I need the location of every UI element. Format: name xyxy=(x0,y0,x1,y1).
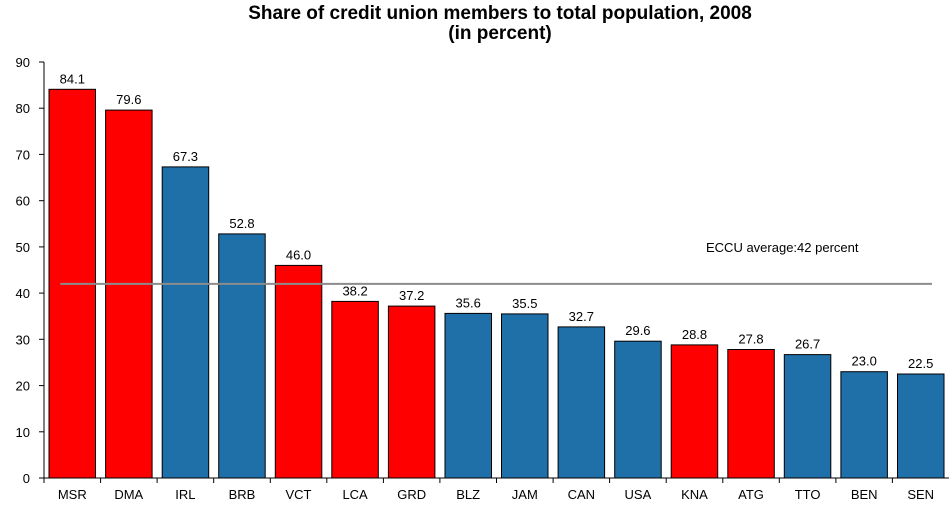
bar-irl xyxy=(161,166,210,479)
value-label-dma: 79.6 xyxy=(116,92,141,107)
y-tick-label-50: 50 xyxy=(16,240,30,255)
x-tick-label-ben: BEN xyxy=(851,487,878,502)
y-tick-label-80: 80 xyxy=(16,101,30,116)
value-label-vct: 46.0 xyxy=(286,247,311,262)
reference-line-label: ECCU average:42 percent xyxy=(706,240,859,255)
x-tick-label-lca: LCA xyxy=(342,487,368,502)
value-label-usa: 29.6 xyxy=(625,323,650,338)
x-tick-label-msr: MSR xyxy=(58,487,87,502)
x-tick-label-blz: BLZ xyxy=(456,487,480,502)
x-tick-label-sen: SEN xyxy=(907,487,934,502)
x-tick-label-usa: USA xyxy=(625,487,652,502)
value-label-grd: 37.2 xyxy=(399,288,424,303)
bar-dma xyxy=(105,109,153,479)
bar-brb xyxy=(218,233,266,479)
value-label-irl: 67.3 xyxy=(173,149,198,164)
value-label-atg: 27.8 xyxy=(738,332,763,347)
value-label-lca: 38.2 xyxy=(342,283,367,298)
x-tick-label-tto: TTO xyxy=(795,487,821,502)
bar-blz xyxy=(444,312,492,479)
value-label-kna: 28.8 xyxy=(682,327,707,342)
labels-layer: 84.1 MSR 79.6 DMA 67.3 IRL 52.8 BRB 46.0 VCT 38.2 L… xyxy=(16,55,935,502)
bar-grd xyxy=(387,305,436,479)
x-tick-label-kna: KNA xyxy=(681,487,708,502)
bar-sen xyxy=(897,373,945,479)
bar-can xyxy=(557,326,606,479)
x-tick-label-can: CAN xyxy=(568,487,595,502)
y-tick-label-90: 90 xyxy=(16,55,30,70)
x-tick-label-brb: BRB xyxy=(229,487,256,502)
value-label-sen: 22.5 xyxy=(908,356,933,371)
bar-usa xyxy=(614,340,662,479)
x-tick-label-jam: JAM xyxy=(512,487,538,502)
y-tick-label-30: 30 xyxy=(16,332,30,347)
value-label-ben: 23.0 xyxy=(852,354,877,369)
bar-vct xyxy=(274,264,323,479)
chart-subtitle: (in percent) xyxy=(448,23,552,44)
bar-kna xyxy=(670,344,719,479)
x-tick-label-grd: GRD xyxy=(397,487,426,502)
x-tick-label-dma: DMA xyxy=(114,487,143,502)
value-label-jam: 35.5 xyxy=(512,296,537,311)
bar-jam xyxy=(501,313,549,479)
bar-ben xyxy=(840,371,888,479)
axis-layer xyxy=(39,61,949,483)
y-tick-label-0: 0 xyxy=(23,471,30,486)
value-label-blz: 35.6 xyxy=(456,295,481,310)
y-tick-label-60: 60 xyxy=(16,194,30,209)
x-tick-label-irl: IRL xyxy=(175,487,195,502)
bar-atg xyxy=(727,349,775,479)
bar-lca xyxy=(331,300,379,479)
y-tick-label-70: 70 xyxy=(16,147,30,162)
chart-title: Share of credit union members to total p… xyxy=(248,3,752,24)
y-tick-label-40: 40 xyxy=(16,286,30,301)
y-tick-label-10: 10 xyxy=(16,425,30,440)
value-label-can: 32.7 xyxy=(569,309,594,324)
value-label-brb: 52.8 xyxy=(229,216,254,231)
bar-tto xyxy=(783,354,832,479)
bars-layer xyxy=(48,88,945,479)
value-label-msr: 84.1 xyxy=(60,71,85,86)
y-tick-label-20: 20 xyxy=(16,379,30,394)
x-tick-label-vct: VCT xyxy=(286,487,312,502)
x-tick-label-atg: ATG xyxy=(738,487,764,502)
value-label-tto: 26.7 xyxy=(795,337,820,352)
